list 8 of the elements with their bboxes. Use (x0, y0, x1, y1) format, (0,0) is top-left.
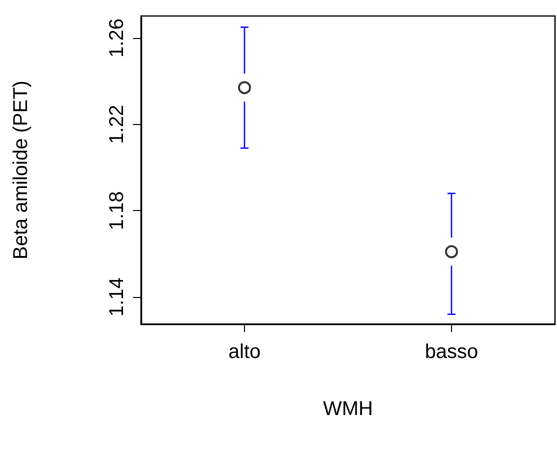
y-tick-label: 1.26 (106, 18, 128, 58)
x-tick-label: basso (424, 341, 478, 363)
y-tick-label: 1.22 (106, 104, 128, 144)
x-tick-label: alto (228, 341, 261, 363)
x-axis-title: WMH (323, 398, 373, 420)
y-tick-label: 1.18 (106, 191, 128, 230)
y-tick-label: 1.14 (106, 278, 128, 316)
y-axis-title: Beta amiloide (PET) (10, 80, 32, 260)
